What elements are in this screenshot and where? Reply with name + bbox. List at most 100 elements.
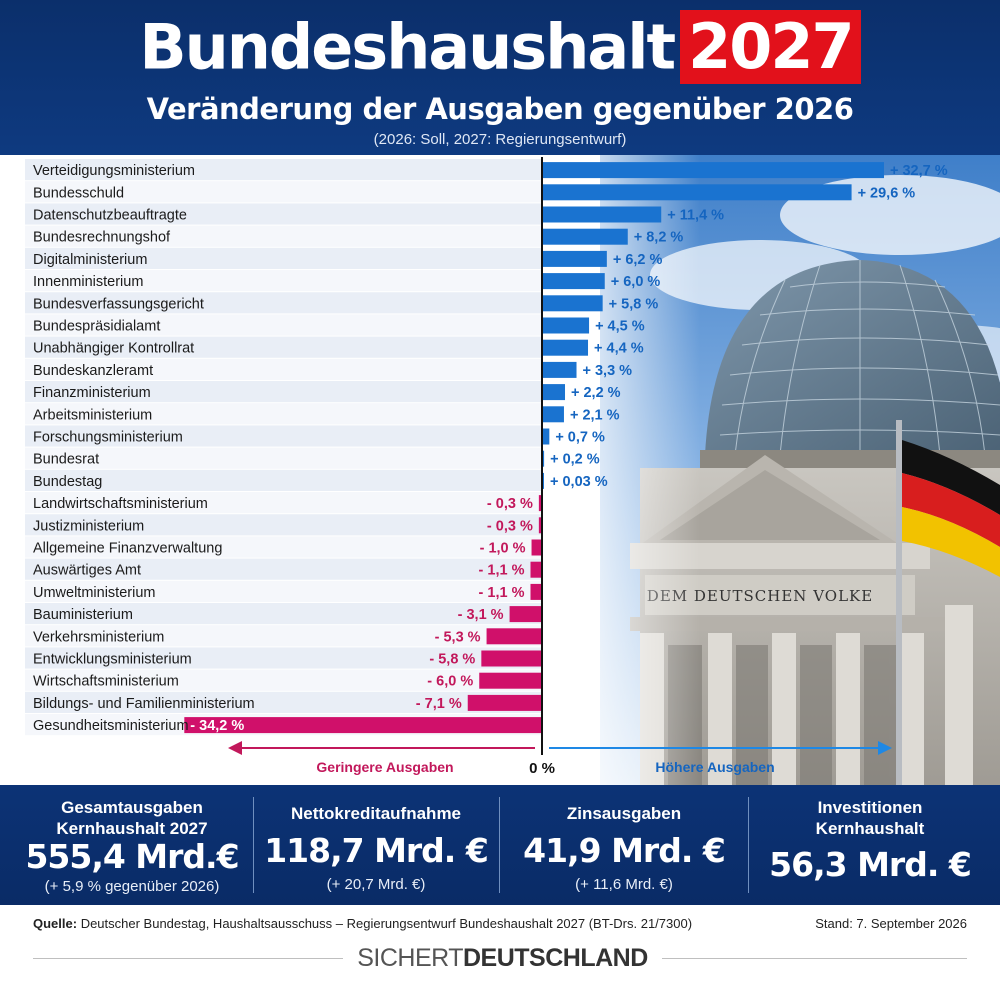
bar [542, 339, 589, 356]
category-label: Allgemeine Finanzverwaltung [33, 541, 222, 557]
stat-value: 118,7 Mrd. € [264, 831, 489, 870]
axis-right-label: Höhere Ausgaben [655, 759, 774, 775]
value-label: - 5,3 % [435, 629, 481, 645]
value-label: - 0,3 % [487, 496, 533, 512]
stat-sub: (+ 5,9 % gegenüber 2026) [44, 878, 220, 895]
bar [542, 250, 607, 267]
bar [542, 406, 564, 423]
bar [542, 162, 884, 179]
source-text: Deutscher Bundestag, Haushaltsausschuss … [77, 916, 693, 931]
row-stripe [25, 336, 542, 358]
value-label: + 5,8 % [609, 296, 659, 312]
stat-sub: (+ 11,6 Mrd. €) [575, 876, 673, 893]
value-label: - 1,1 % [479, 585, 525, 601]
row-stripe [25, 181, 542, 203]
category-label: Umweltministerium [33, 585, 155, 601]
row-stripe [25, 447, 542, 469]
bar [467, 694, 542, 711]
value-label: + 32,7 % [890, 163, 948, 179]
stat-value: 555,4 Mrd.€ [25, 837, 239, 876]
stat-value: 56,3 Mrd. € [769, 845, 972, 884]
value-label: + 0,2 % [550, 452, 600, 468]
key-figures-panel: Gesamtausgaben Kernhaushalt 2027 555,4 M… [0, 785, 1000, 905]
value-label: + 3,3 % [583, 363, 633, 379]
bar [542, 450, 545, 467]
bar [509, 606, 542, 623]
category-label: Entwicklungsministerium [33, 652, 192, 668]
value-label: + 4,4 % [594, 341, 644, 357]
divider [253, 797, 254, 893]
source-note: Quelle: Deutscher Bundestag, Haushaltsau… [33, 916, 692, 931]
category-label: Justizministerium [33, 518, 144, 534]
category-label: Bundesverfassungsgericht [33, 296, 204, 312]
title-main: Bundeshaushalt [139, 10, 676, 84]
axis-left-label: Geringere Ausgaben [316, 759, 453, 775]
category-label: Bundesschuld [33, 185, 124, 201]
row-stripe [25, 536, 542, 558]
value-label: - 0,3 % [487, 518, 533, 534]
header-banner: Bundeshaushalt 2027 Veränderung der Ausga… [0, 0, 1000, 155]
left-arrow-head [228, 741, 242, 755]
category-label: Innenministerium [33, 274, 143, 290]
stat-value: 41,9 Mrd. € [523, 831, 726, 870]
bar [531, 539, 542, 556]
value-label: + 8,2 % [634, 230, 684, 246]
subtitle-note: (2026: Soll, 2027: Regierungsentwurf) [373, 131, 627, 148]
row-stripe [25, 580, 542, 602]
value-label: - 34,2 % [190, 718, 244, 734]
bar [184, 717, 542, 734]
bar [542, 206, 662, 223]
value-label: + 0,03 % [550, 474, 608, 490]
row-stripe [25, 247, 542, 269]
stat-label-line: Kernhaushalt [815, 819, 925, 838]
category-label: Bundeskanzleramt [33, 363, 153, 379]
value-label: + 6,0 % [611, 274, 661, 290]
value-label: + 29,6 % [858, 185, 916, 201]
category-label: Bauministerium [33, 607, 133, 623]
date-stand: Stand: 7. September 2026 [815, 916, 967, 931]
category-label: Finanzministerium [33, 385, 151, 401]
divider [748, 797, 749, 893]
source-label: Quelle: [33, 916, 78, 931]
category-label: Landwirtschaftsministerium [33, 496, 208, 512]
bar [542, 273, 605, 290]
category-label: Datenschutzbeauftragte [33, 208, 187, 224]
row-stripe [25, 159, 542, 181]
stat-label-line: Nettokreditaufnahme [290, 804, 462, 823]
row-stripe [25, 403, 542, 425]
category-label: Forschungsministerium [33, 430, 183, 446]
row-stripe [25, 691, 542, 713]
category-label: Unabhängiger Kontrollrat [33, 341, 194, 357]
brand-part-1: SICHERT [357, 944, 463, 972]
bar-chart: Verteidigungsministerium + 32,7 % Bundessc… [25, 157, 948, 777]
row-stripe [25, 203, 542, 225]
category-label: Bundespräsidialamt [33, 319, 160, 335]
value-label: + 0,7 % [555, 430, 605, 446]
value-label: + 2,1 % [570, 407, 620, 423]
stat-sub: (+ 20,7 Mrd. €) [326, 876, 426, 893]
value-label: - 1,1 % [479, 563, 525, 579]
stat-total-spending: Gesamtausgaben Kernhaushalt 2027 555,4 M… [12, 785, 252, 905]
category-label: Gesundheitsministerium [33, 718, 189, 734]
brand-logo: SICHERTDEUTSCHLAND [350, 944, 655, 973]
category-label: Bundesrechnungshof [33, 230, 171, 246]
value-label: + 11,4 % [667, 208, 724, 224]
value-label: + 4,5 % [595, 319, 645, 335]
row-stripe [25, 647, 542, 669]
brand-rule-left [33, 958, 343, 959]
row-stripe [25, 603, 542, 625]
bar [481, 650, 542, 667]
row-stripe [25, 425, 542, 447]
category-label: Verkehrsministerium [33, 629, 164, 645]
category-label: Arbeitsministerium [33, 407, 152, 423]
category-label: Bildungs- und Familienministerium [33, 696, 255, 712]
brand-rule-right [662, 958, 967, 959]
category-label: Bundestag [33, 474, 102, 490]
inscription-text: DEM DEUTSCHEN VOLKE [647, 587, 873, 605]
row-stripe [25, 558, 542, 580]
subtitle: Veränderung der Ausgaben gegenüber 2026 [146, 92, 854, 126]
row-stripe [25, 292, 542, 314]
value-label: - 1,0 % [480, 541, 526, 557]
value-label: - 7,1 % [416, 696, 462, 712]
value-label: - 5,8 % [429, 652, 475, 668]
